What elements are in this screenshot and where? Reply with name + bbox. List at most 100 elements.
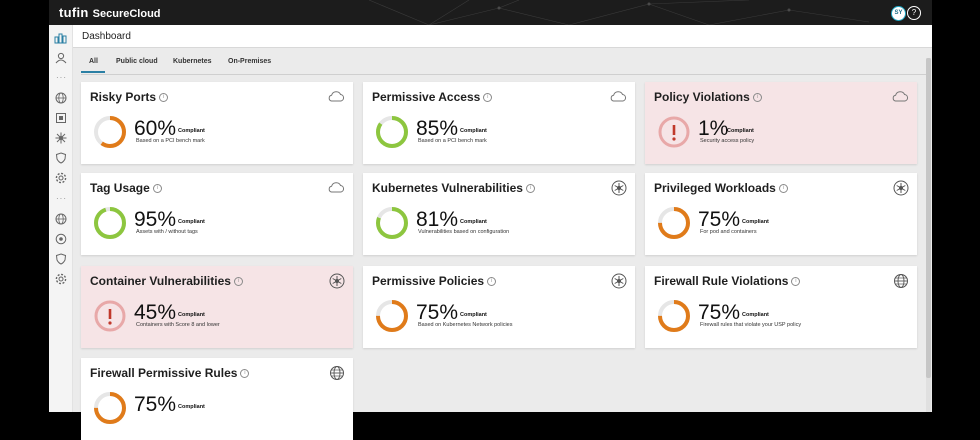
card-description: Security access policy [700, 138, 755, 144]
main-content: Dashboard All Public cloud Kubernetes On… [73, 25, 932, 440]
compliance-ring [93, 391, 127, 430]
logo-text: tufin [59, 5, 89, 20]
info-icon[interactable]: i [240, 369, 250, 379]
card-description: Based on a PCI bench mark [136, 138, 205, 144]
globe-icon[interactable] [53, 90, 68, 105]
settings-icon[interactable] [53, 170, 68, 185]
card-description: Based on a PCI bench mark [418, 138, 487, 144]
info-icon[interactable]: i [778, 184, 788, 194]
compliance-card[interactable]: Firewall Permissive Rules i 75% Compliant [81, 358, 353, 440]
page-header: Dashboard [73, 25, 932, 48]
compliance-ring [93, 115, 127, 154]
info-icon[interactable]: i [487, 277, 497, 287]
compliance-percent: 95% [134, 208, 177, 231]
separator-dots: ··· [56, 73, 67, 82]
cloud-icon [327, 89, 345, 107]
user-icon[interactable] [53, 50, 68, 65]
kubernetes-icon [893, 180, 909, 201]
compliance-card[interactable]: Permissive Access i 85% Compliant Based on a… [363, 82, 635, 164]
card-title: Permissive Access i [372, 90, 493, 104]
compliance-card[interactable]: Kubernetes Vulnerabilities i 81% Compliant V… [363, 173, 635, 255]
globe-icon[interactable] [53, 211, 68, 226]
compliance-percent: 60% [134, 117, 177, 140]
compliant-label: Compliant [460, 128, 487, 134]
card-title: Permissive Policies i [372, 274, 497, 288]
top-bar: tufin SecureCloud SY ? [49, 0, 932, 25]
sidebar: ··· ··· [49, 25, 73, 412]
card-title-text: Policy Violations [654, 90, 750, 104]
shield-icon[interactable] [53, 150, 68, 165]
card-title-text: Privileged Workloads [654, 181, 776, 195]
inventory-icon[interactable] [53, 110, 68, 125]
card-description: For pod and containers [700, 229, 757, 235]
card-title-text: Kubernetes Vulnerabilities [372, 181, 523, 195]
info-icon[interactable]: i [752, 93, 762, 103]
compliance-percent: 1% [698, 117, 729, 140]
alert-icon [657, 115, 691, 154]
info-icon[interactable]: i [233, 277, 243, 287]
kubernetes-icon [329, 273, 345, 294]
compliance-card[interactable]: Risky Ports i 60% Compliant Based on a PCI b… [81, 82, 353, 164]
card-title: Firewall Permissive Rules i [90, 366, 250, 380]
cloud-icon [891, 89, 909, 107]
compliant-label: Compliant [460, 219, 487, 225]
compliant-label: Compliant [178, 404, 205, 410]
compliance-ring [375, 206, 409, 245]
brand-logo[interactable]: tufin SecureCloud [59, 5, 161, 20]
product-name: SecureCloud [92, 8, 161, 20]
help-button[interactable]: ? [907, 6, 921, 20]
card-title: Risky Ports i [90, 90, 169, 104]
card-description: Based on Kubernetes Network policies [418, 322, 513, 328]
tab-kubernetes[interactable]: Kubernetes [173, 58, 212, 65]
background-mesh [368, 0, 870, 25]
info-icon[interactable]: i [525, 184, 535, 194]
info-icon[interactable]: i [152, 184, 162, 194]
compliant-label: Compliant [178, 128, 205, 134]
compliant-label: Compliant [460, 312, 487, 318]
card-title: Policy Violations i [654, 90, 762, 104]
page-title: Dashboard [82, 31, 131, 42]
card-title-text: Risky Ports [90, 90, 157, 104]
compliance-card[interactable]: Container Vulnerabilities i 45% Compliant Co… [81, 266, 353, 348]
card-title-text: Firewall Permissive Rules [90, 366, 238, 380]
card-title-text: Firewall Rule Violations [654, 274, 789, 288]
kubernetes-icon [611, 273, 627, 294]
separator-dots: ··· [56, 194, 67, 203]
compliance-card[interactable]: Policy Violations i 1% Compliant Security ac… [645, 82, 917, 164]
user-avatar[interactable]: SY [891, 6, 906, 21]
kubernetes-icon [611, 180, 627, 201]
card-title: Firewall Rule Violations i [654, 274, 801, 288]
card-title-text: Permissive Access [372, 90, 481, 104]
card-description: Firewall rules that violate your USP pol… [700, 322, 802, 328]
settings-icon[interactable] [53, 271, 68, 286]
compliance-ring [375, 115, 409, 154]
compliance-card[interactable]: Permissive Policies i 75% Compliant Based on… [363, 266, 635, 348]
info-icon[interactable]: i [483, 93, 493, 103]
tab-all[interactable]: All [81, 58, 105, 73]
tab-on-premises[interactable]: On-Premises [228, 58, 272, 65]
compliance-ring [375, 299, 409, 338]
compliance-card[interactable]: Privileged Workloads i 75% Compliant For pod… [645, 173, 917, 255]
scrollbar-thumb[interactable] [926, 58, 931, 378]
compliance-card[interactable]: Firewall Rule Violations i 75% Compliant Fir… [645, 266, 917, 348]
compliance-percent: 75% [134, 393, 177, 416]
card-title: Tag Usage i [90, 181, 162, 195]
info-icon[interactable]: i [791, 277, 801, 287]
alert-icon [93, 299, 127, 338]
tab-public-cloud[interactable]: Public cloud [116, 58, 158, 65]
card-title: Container Vulnerabilities i [90, 274, 243, 288]
shield-icon[interactable] [53, 251, 68, 266]
compliance-percent: 81% [416, 208, 459, 231]
dashboard-icon[interactable] [53, 30, 68, 45]
info-icon[interactable]: i [159, 93, 169, 103]
kubernetes-icon[interactable] [53, 231, 68, 246]
compliant-label: Compliant [178, 312, 205, 318]
compliant-label: Compliant [742, 312, 769, 318]
filter-tabs: All Public cloud Kubernetes On-Premises [81, 56, 926, 75]
cloud-icon [327, 180, 345, 198]
kubernetes-icon[interactable] [53, 130, 68, 145]
card-title-text: Tag Usage [90, 181, 150, 195]
compliance-card[interactable]: Tag Usage i 95% Compliant Assets with / with… [81, 173, 353, 255]
card-description: Containers with Score 8 and lower [136, 322, 220, 328]
globe-icon [893, 273, 909, 294]
